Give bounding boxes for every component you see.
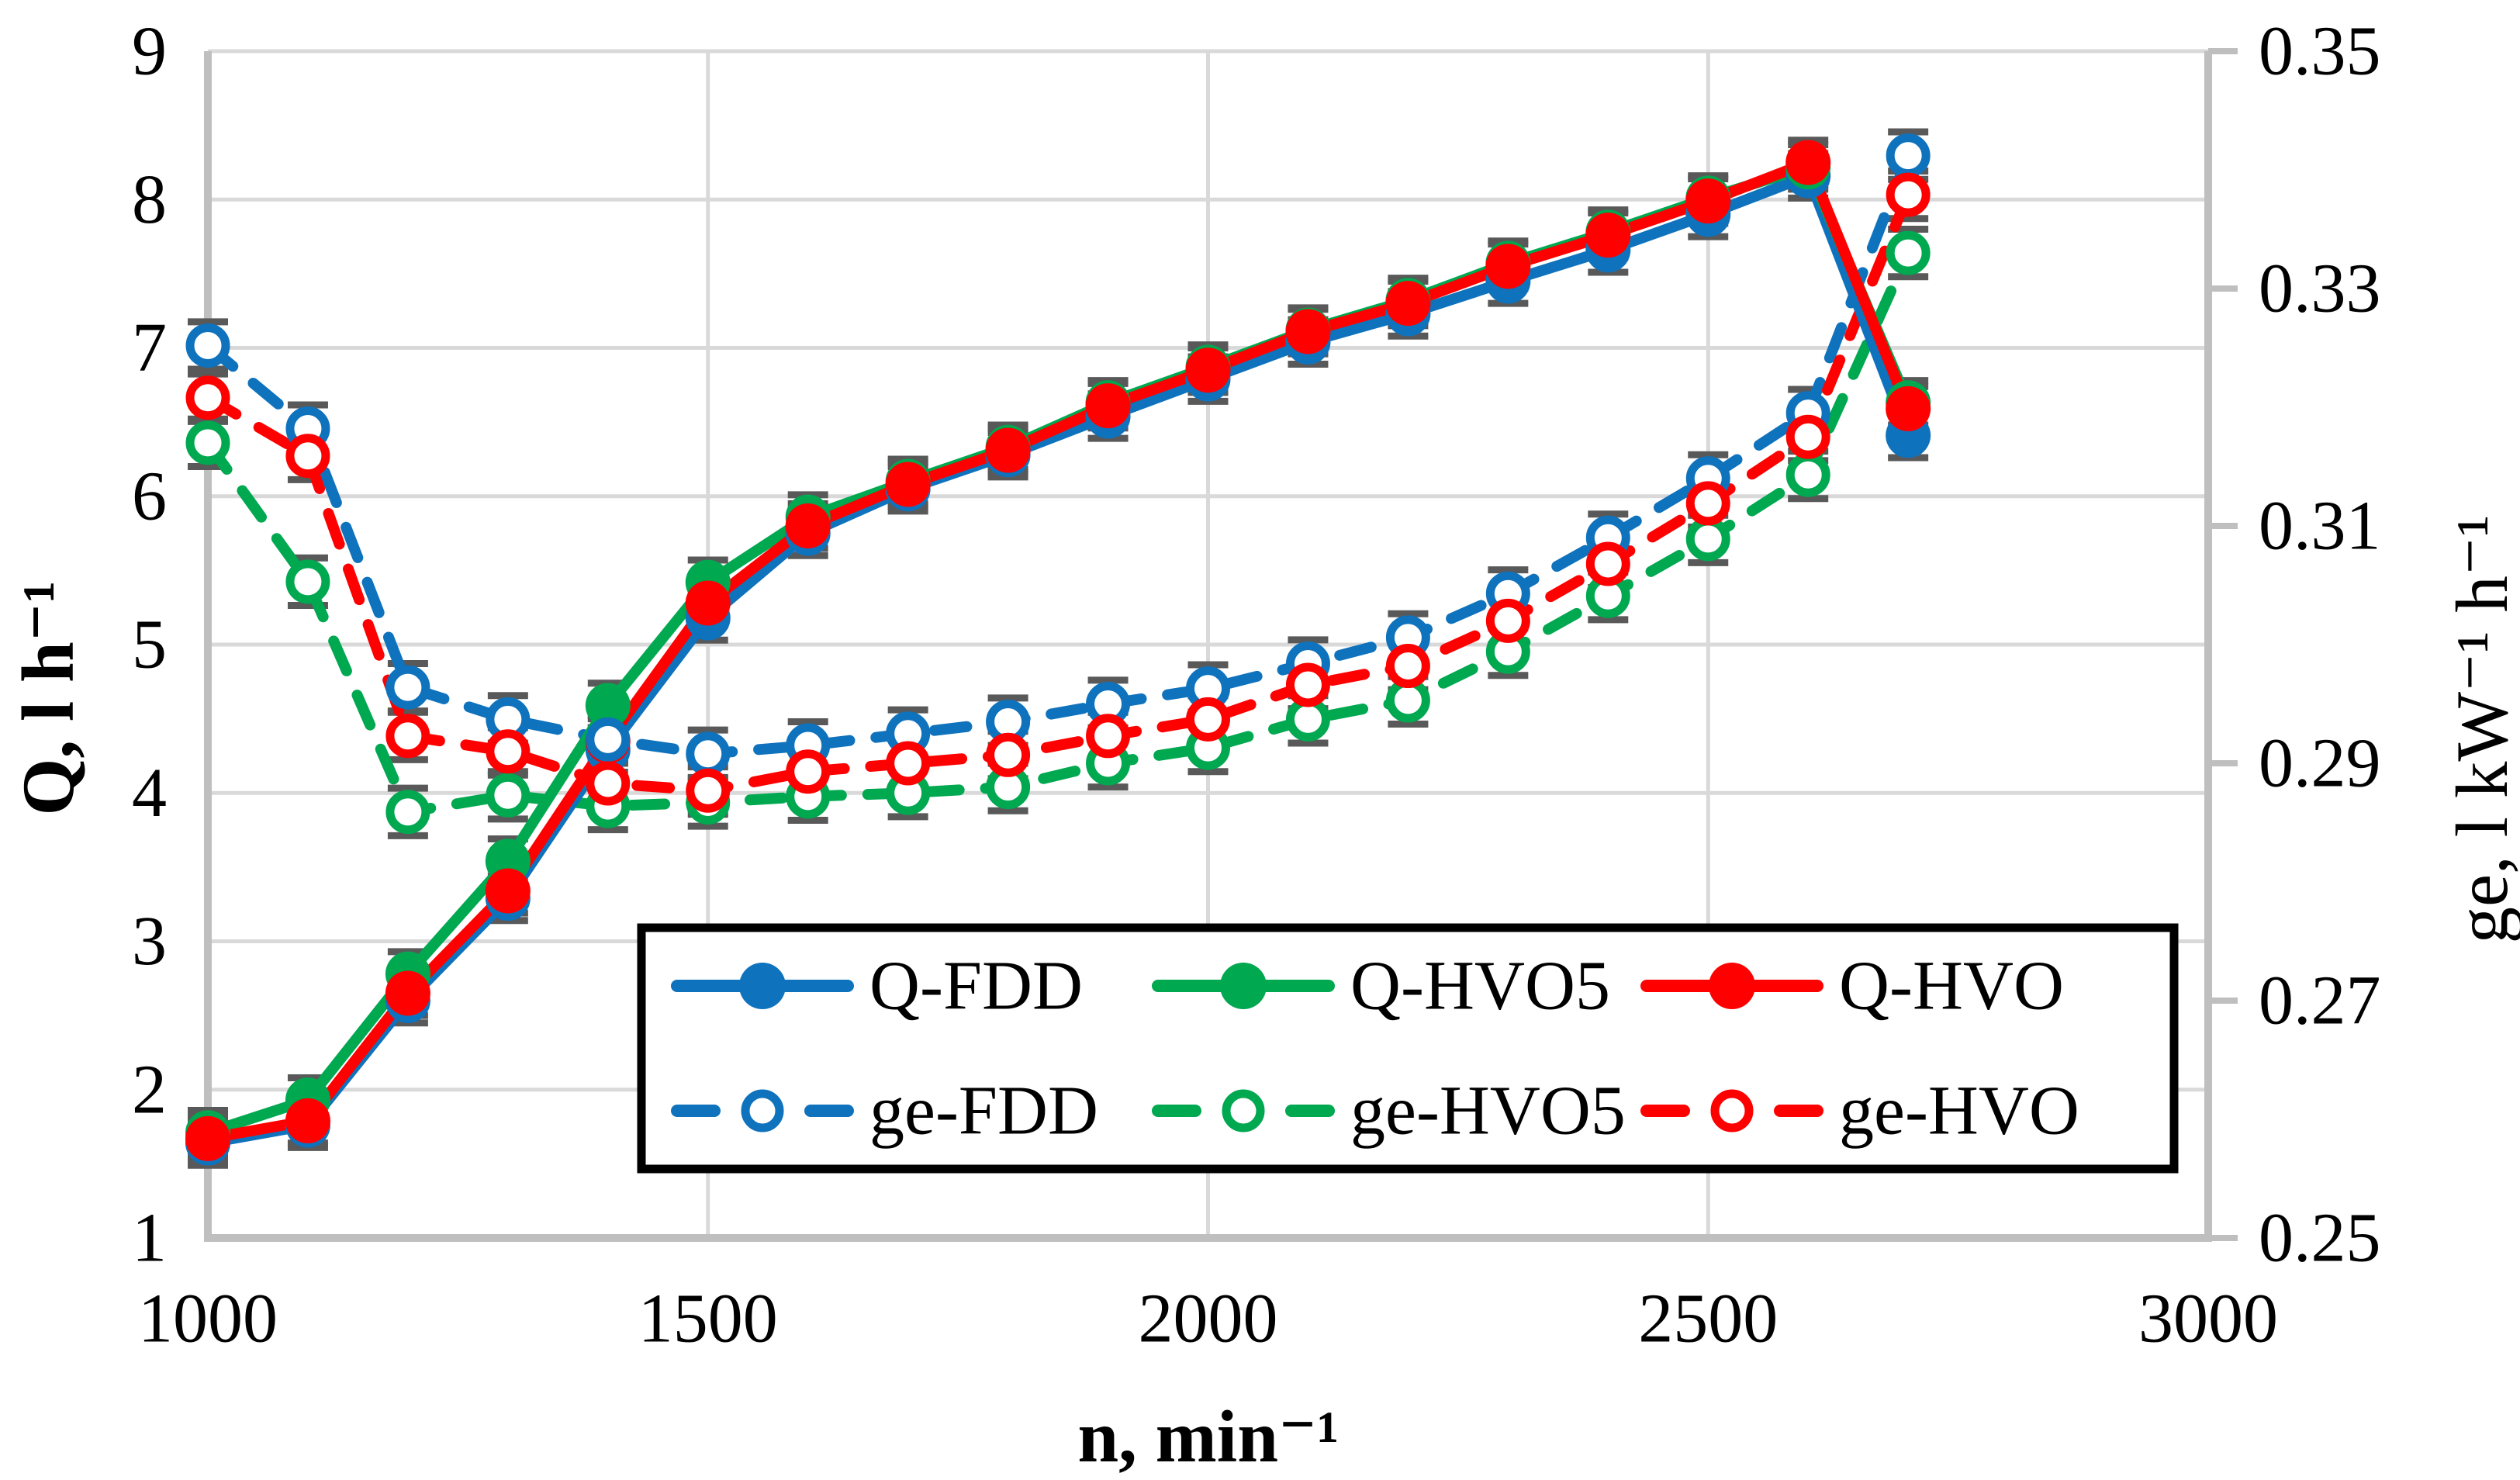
legend-label: ge-FDD xyxy=(869,1073,1098,1150)
data-point-Q-HVO xyxy=(885,462,931,507)
data-point-Q-HVO xyxy=(1685,178,1731,224)
data-point-ge-HVO xyxy=(586,761,631,806)
legend-item-ge-HVO: ge-HVO xyxy=(1640,1073,2079,1150)
series-line-ge-HVO xyxy=(202,189,1914,797)
data-point-ge-HVO xyxy=(385,714,430,759)
y-left-tick-label: 4 xyxy=(132,755,167,832)
data-point-ge-HVO5 xyxy=(285,559,330,604)
x-tick-label: 2500 xyxy=(1638,1281,1778,1357)
legend-marker-filled xyxy=(1220,963,1267,1009)
axis-layer xyxy=(204,48,2238,1242)
legend-marker-open xyxy=(1710,1089,1754,1132)
data-point-Q-HVO xyxy=(285,1098,330,1143)
series-markers-layer xyxy=(185,133,1931,1166)
x-axis-title: n, min⁻¹ xyxy=(1077,1395,1339,1478)
data-point-Q-HVO xyxy=(1485,244,1531,289)
data-point-ge-HVO xyxy=(1385,644,1430,689)
y-left-tick-label: 6 xyxy=(132,458,167,534)
y-left-tick-label: 3 xyxy=(132,903,167,980)
y-left-tick-label: 2 xyxy=(132,1051,167,1128)
y-right-axis-title: ge, l kW⁻¹ h⁻¹ xyxy=(2441,515,2520,944)
legend-marker-open xyxy=(741,1089,784,1132)
y-right-tick-label: 0.27 xyxy=(2259,963,2381,1039)
legend-item-Q-FDD: Q-FDD xyxy=(671,948,1083,1025)
data-point-ge-HVO xyxy=(1086,714,1131,759)
data-point-ge-HVO xyxy=(185,375,230,420)
data-point-Q-HVO5 xyxy=(585,683,631,728)
data-point-Q-HVO xyxy=(785,503,831,548)
legend-item-ge-FDD: ge-FDD xyxy=(671,1073,1098,1150)
legend-label: Q-HVO xyxy=(1839,948,2064,1025)
y-right-tick-label: 0.31 xyxy=(2259,488,2381,565)
data-point-ge-HVO xyxy=(1285,662,1330,707)
y-left-tick-label: 7 xyxy=(132,309,167,386)
data-point-ge-HVO xyxy=(686,768,731,813)
data-point-ge-HVO5 xyxy=(1785,452,1830,497)
data-point-ge-HVO xyxy=(486,729,531,774)
data-point-ge-HVO xyxy=(1485,598,1530,643)
legend-item-ge-HVO5: ge-HVO5 xyxy=(1152,1073,1626,1150)
y-left-tick-label: 5 xyxy=(132,607,167,683)
data-point-ge-HVO xyxy=(1685,481,1730,526)
y-right-tick-label: 0.29 xyxy=(2259,725,2381,802)
legend-item-Q-HVO: Q-HVO xyxy=(1640,948,2064,1025)
data-point-Q-HVO xyxy=(185,1115,230,1161)
data-point-Q-HVO xyxy=(485,868,531,914)
data-point-ge-HVO xyxy=(1186,697,1230,742)
data-point-ge-HVO xyxy=(1785,414,1830,459)
data-point-Q-HVO xyxy=(1385,281,1431,327)
data-point-ge-FDD xyxy=(185,323,230,368)
data-point-ge-HVO xyxy=(786,749,831,794)
data-point-Q-HVO xyxy=(1085,383,1131,429)
data-point-ge-FDD xyxy=(1886,133,1931,178)
x-tick-label: 2000 xyxy=(1139,1281,1278,1357)
data-point-Q-HVO xyxy=(1585,213,1631,258)
x-tick-label: 1000 xyxy=(138,1281,278,1357)
data-point-ge-HVO5 xyxy=(385,790,430,835)
data-point-Q-HVO xyxy=(1785,140,1831,185)
legend-marker-filled xyxy=(1709,963,1755,1009)
legend-box xyxy=(637,923,2179,1174)
y-right-tick-label: 0.25 xyxy=(2259,1200,2381,1277)
data-point-ge-FDD xyxy=(686,731,731,776)
legend-label: ge-HVO5 xyxy=(1350,1073,1626,1150)
data-point-ge-HVO xyxy=(886,741,931,786)
data-point-ge-HVO5 xyxy=(486,773,531,818)
legend: Q-FDD Q-HVO5 Q-HVO ge-FDD ge-HVO5 ge-HVO xyxy=(637,923,2179,1174)
legend-item-Q-HVO5: Q-HVO5 xyxy=(1152,948,1610,1025)
data-point-Q-HVO xyxy=(1285,309,1331,354)
data-point-ge-HVO xyxy=(1886,172,1931,217)
x-tick-label: 3000 xyxy=(2138,1281,2278,1357)
y-right-tick-label: 0.33 xyxy=(2259,251,2381,327)
y-right-tick-label: 0.35 xyxy=(2259,13,2381,90)
series-line-ge-FDD xyxy=(202,150,1914,759)
data-point-Q-HVO xyxy=(385,970,430,1016)
data-point-ge-HVO xyxy=(285,434,330,479)
legend-marker-open xyxy=(1222,1089,1265,1132)
legend-label: ge-HVO xyxy=(1839,1073,2079,1150)
x-tick-label: 1500 xyxy=(638,1281,778,1357)
legend-marker-filled xyxy=(739,963,786,1009)
y-left-axis-title: Q, l h⁻¹ xyxy=(7,581,89,816)
legend-label: Q-HVO5 xyxy=(1350,948,1610,1025)
data-point-ge-FDD xyxy=(385,665,430,710)
data-point-Q-HVO xyxy=(685,580,731,626)
y-left-tick-label: 9 xyxy=(132,13,167,90)
y-left-tick-label: 8 xyxy=(132,161,167,238)
data-point-Q-HVO xyxy=(985,427,1031,473)
data-point-ge-HVO xyxy=(1585,541,1630,586)
data-point-ge-HVO5 xyxy=(185,420,230,465)
data-point-ge-HVO xyxy=(986,732,1031,777)
y-left-tick-label: 1 xyxy=(132,1200,167,1277)
data-point-ge-HVO5 xyxy=(1886,230,1931,275)
data-point-ge-HVO5 xyxy=(1685,517,1730,562)
data-point-ge-FDD xyxy=(586,717,631,762)
data-point-Q-HVO xyxy=(1185,348,1231,393)
tick-labels-layer: 1 2 3 4 5 6 7 8 9 0.25 0.27 0.29 0.31 0.33 0.35 1000 150… xyxy=(132,13,2381,1357)
legend-label: Q-FDD xyxy=(869,948,1083,1025)
data-point-Q-HVO xyxy=(1886,386,1931,431)
